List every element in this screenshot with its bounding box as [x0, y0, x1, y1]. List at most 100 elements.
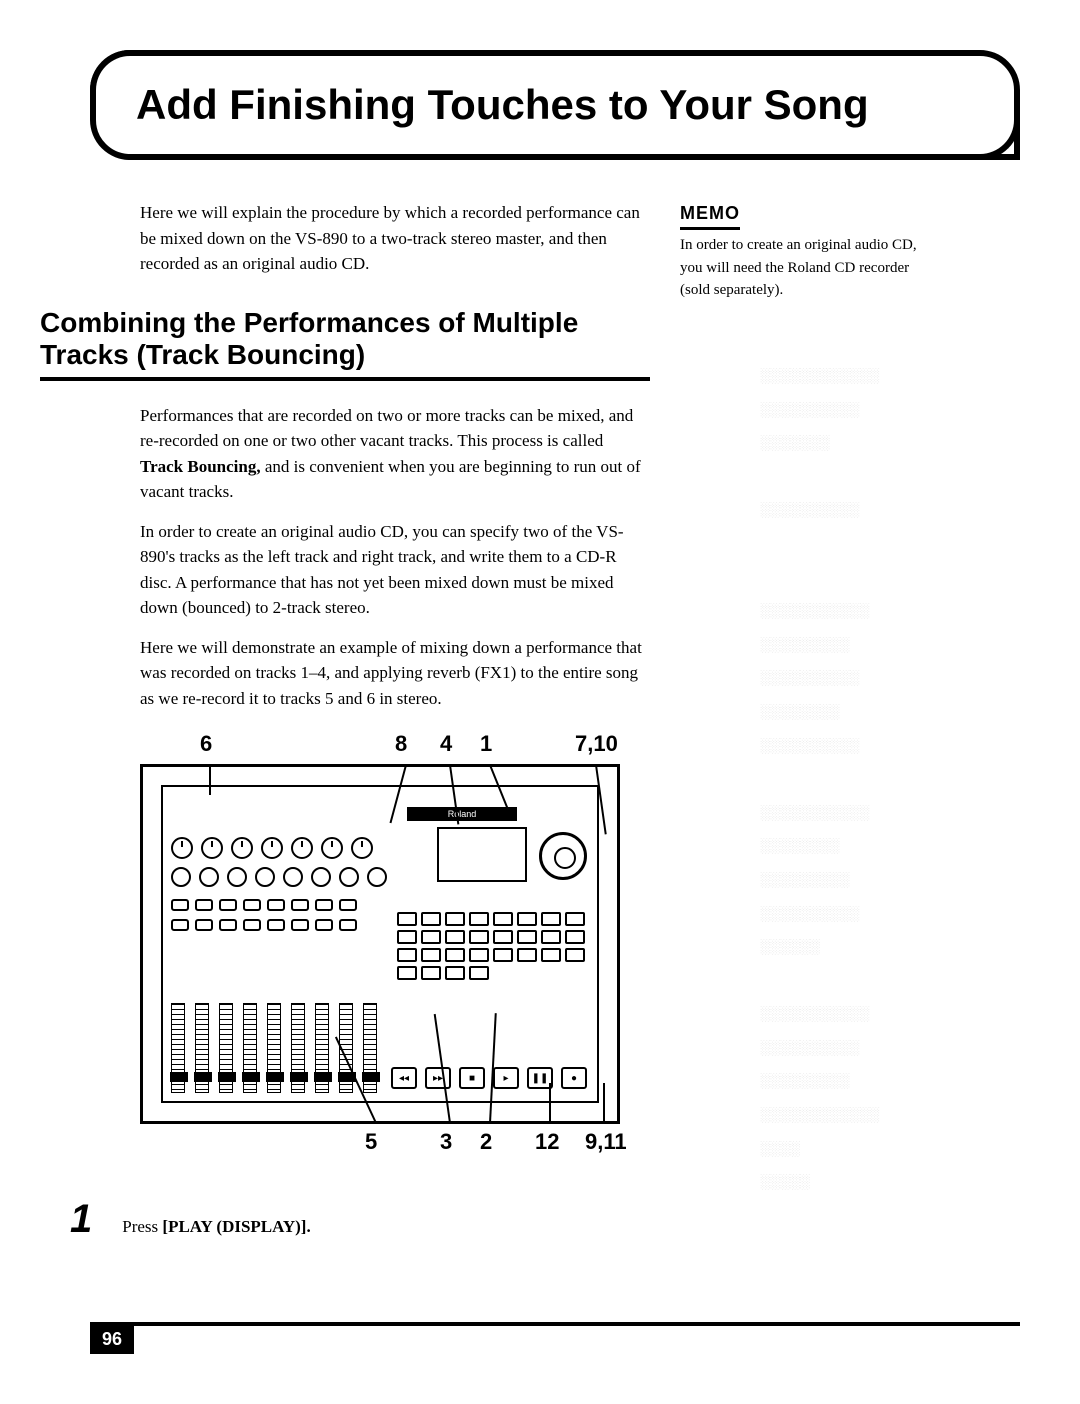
paragraph-3: Here we will demonstrate an example of m…: [140, 635, 650, 712]
mid-button: [493, 930, 513, 944]
button-row-1: [171, 899, 357, 911]
step1-text-a: Press: [122, 1217, 162, 1236]
jog-wheel: [539, 832, 587, 880]
panel-button: [291, 899, 309, 911]
small-knob-row: [171, 867, 387, 887]
brand-label: Roland: [407, 807, 517, 821]
chapter-title: Add Finishing Touches to Your Song: [136, 81, 974, 129]
knob-row: [171, 837, 373, 859]
panel-button: [339, 899, 357, 911]
panel-button: [315, 899, 333, 911]
mid-button: [445, 948, 465, 962]
diagram-top-labels: 6 8 4 1 7,10: [140, 731, 620, 759]
mid-button: [517, 930, 537, 944]
step-text: Press [PLAY (DISPLAY)].: [122, 1217, 310, 1237]
knob: [171, 837, 193, 859]
mid-button: [469, 948, 489, 962]
mid-button: [493, 948, 513, 962]
panel-button: [291, 919, 309, 931]
fader: [171, 1003, 185, 1093]
mid-button: [541, 912, 561, 926]
paragraph-1: Performances that are recorded on two or…: [140, 403, 650, 505]
chapter-title-box: Add Finishing Touches to Your Song: [90, 50, 1020, 160]
fader: [243, 1003, 257, 1093]
panel-button: [171, 919, 189, 931]
play-button: ▸: [493, 1067, 519, 1089]
panel-button: [267, 899, 285, 911]
mid-button: [469, 912, 489, 926]
fader: [267, 1003, 281, 1093]
callout-label-6: 6: [200, 731, 212, 757]
mid-button: [565, 948, 585, 962]
rewind-button: ◂◂: [391, 1067, 417, 1089]
mid-button: [421, 948, 441, 962]
mid-button: [517, 948, 537, 962]
main-column: Here we will explain the procedure by wh…: [90, 200, 650, 1242]
fader-row: [171, 1003, 377, 1093]
mid-button: [493, 912, 513, 926]
small-knob: [367, 867, 387, 887]
para1-text-a: Performances that are recorded on two or…: [140, 406, 633, 451]
panel-button: [195, 899, 213, 911]
mid-button: [421, 930, 441, 944]
panel-button: [267, 919, 285, 931]
fader: [291, 1003, 305, 1093]
mid-button: [565, 912, 585, 926]
small-knob: [339, 867, 359, 887]
knob: [351, 837, 373, 859]
mid-button: [541, 930, 561, 944]
memo-label: MEMO: [680, 200, 740, 230]
mid-button: [517, 912, 537, 926]
fader: [195, 1003, 209, 1093]
device-diagram: 6 8 4 1 7,10 Roland: [140, 731, 650, 1157]
knob: [201, 837, 223, 859]
fader: [363, 1003, 377, 1093]
panel-button: [195, 919, 213, 931]
knob: [321, 837, 343, 859]
knob: [231, 837, 253, 859]
step-number: 1: [70, 1197, 92, 1242]
small-knob: [199, 867, 219, 887]
forward-button: ▸▸: [425, 1067, 451, 1089]
fader: [315, 1003, 329, 1093]
small-knob: [227, 867, 247, 887]
mid-button: [445, 912, 465, 926]
panel-button: [243, 899, 261, 911]
bleed-through-text: ░░░░░░░░░░░░░░░░░░░░░░░░░░░░░░░░░░░░░░░░…: [760, 360, 1020, 1210]
mid-button: [421, 912, 441, 926]
transport-row: ◂◂ ▸▸ ■ ▸ ❚❚ ●: [391, 1067, 587, 1089]
memo-text: In order to create an original audio CD,…: [680, 234, 940, 302]
mid-button: [565, 930, 585, 944]
stop-button: ■: [459, 1067, 485, 1089]
small-knob: [255, 867, 275, 887]
knob: [261, 837, 283, 859]
diagram-bottom-labels: 5 3 2 12 9,11: [140, 1129, 620, 1157]
knob: [291, 837, 313, 859]
panel-button: [339, 919, 357, 931]
mid-button: [397, 948, 417, 962]
memo-box: MEMO In order to create an original audi…: [680, 200, 940, 302]
para1-bold: Track Bouncing,: [140, 457, 261, 476]
mid-button: [397, 966, 417, 980]
panel-button: [243, 919, 261, 931]
footer-rule: [90, 1322, 1020, 1326]
callout-label-1: 1: [480, 731, 492, 757]
mid-button: [469, 966, 489, 980]
callout-label-3: 3: [440, 1129, 452, 1155]
paragraph-2: In order to create an original audio CD,…: [140, 519, 650, 621]
device-illustration: Roland: [140, 764, 620, 1124]
mid-button: [541, 948, 561, 962]
step-1: 1 Press [PLAY (DISPLAY)].: [70, 1197, 650, 1242]
panel-button: [219, 899, 237, 911]
callout-label-5: 5: [365, 1129, 377, 1155]
mid-button: [421, 966, 441, 980]
mid-button-grid: [397, 912, 587, 980]
callout-label-4: 4: [440, 731, 452, 757]
button-row-2: [171, 919, 357, 931]
mid-button: [469, 930, 489, 944]
panel-button: [171, 899, 189, 911]
device-screen: [437, 827, 527, 882]
callout-label-8: 8: [395, 731, 407, 757]
callout-label-7-10: 7,10: [575, 731, 618, 757]
small-knob: [283, 867, 303, 887]
